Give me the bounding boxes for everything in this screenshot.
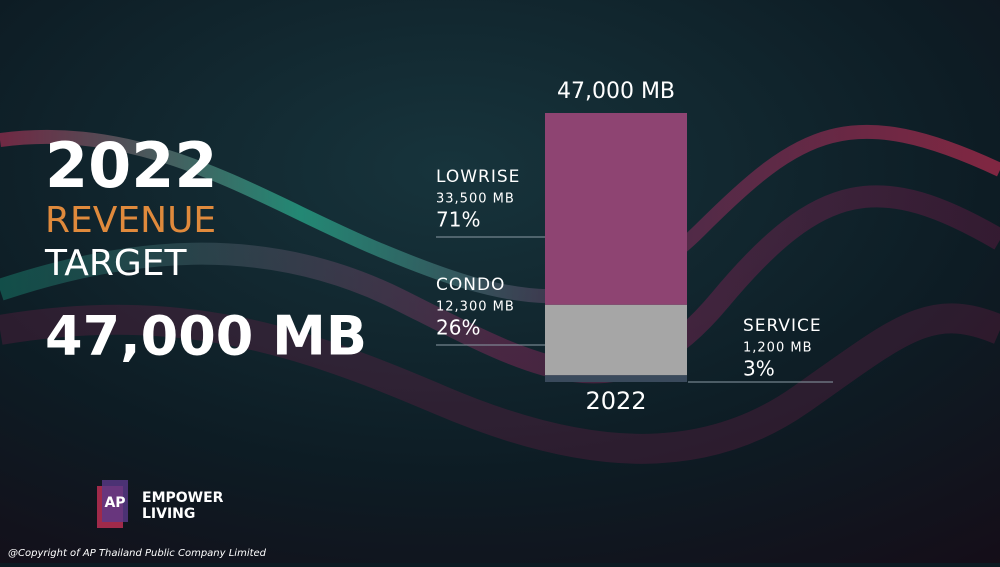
- value-label: 33,500 MB: [436, 192, 515, 207]
- wave: [0, 303, 1000, 464]
- bar-segment: [545, 113, 687, 305]
- total-label: 47,000 MB: [557, 79, 675, 104]
- bar-segment: [545, 375, 687, 382]
- share-label: 3%: [743, 357, 775, 381]
- value-label: 1,200 MB: [743, 341, 812, 356]
- legend-label: CONDO: [436, 275, 505, 295]
- x-tick-label: 2022: [585, 387, 646, 415]
- logo-mark: AP: [104, 495, 125, 511]
- slide-line1: REVENUE: [45, 200, 216, 241]
- logo-line1: EMPOWER: [142, 490, 224, 506]
- slide-year: 2022: [45, 129, 218, 202]
- share-label: 71%: [436, 208, 480, 232]
- legend-label: SERVICE: [743, 316, 822, 336]
- bar-segment: [545, 304, 687, 376]
- slide-amount: 47,000 MB: [45, 305, 367, 368]
- wave: [0, 124, 1000, 304]
- logo-line2: LIVING: [142, 506, 195, 522]
- logo: AP EMPOWER LIVING: [97, 480, 224, 528]
- legend-label: LOWRISE: [436, 167, 520, 187]
- share-label: 26%: [436, 316, 480, 340]
- slide-line2: TARGET: [44, 243, 187, 284]
- copyright: @Copyright of AP Thailand Public Company…: [8, 548, 267, 559]
- value-label: 12,300 MB: [436, 300, 515, 315]
